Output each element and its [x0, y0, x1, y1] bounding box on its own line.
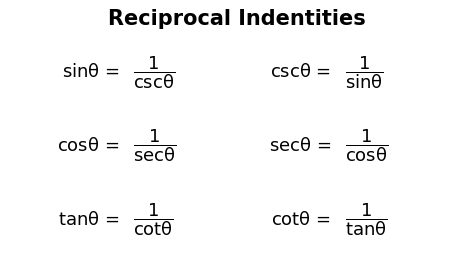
Text: $\dfrac{1}{\mathrm{sin\theta}}$: $\dfrac{1}{\mathrm{sin\theta}}$ — [346, 54, 384, 91]
Text: $\mathrm{cos\theta}$ =: $\mathrm{cos\theta}$ = — [57, 137, 119, 155]
Text: Reciprocal Indentities: Reciprocal Indentities — [108, 9, 366, 29]
Text: $\dfrac{1}{\mathrm{sec\theta}}$: $\dfrac{1}{\mathrm{sec\theta}}$ — [133, 128, 177, 164]
Text: $\dfrac{1}{\mathrm{cot\theta}}$: $\dfrac{1}{\mathrm{cot\theta}}$ — [133, 202, 174, 238]
Text: $\mathrm{sec\theta}$ =: $\mathrm{sec\theta}$ = — [269, 137, 331, 155]
Text: $\mathrm{tan\theta}$ =: $\mathrm{tan\theta}$ = — [58, 211, 119, 229]
Text: $\dfrac{1}{\mathrm{csc\theta}}$: $\dfrac{1}{\mathrm{csc\theta}}$ — [133, 54, 175, 91]
Text: $\dfrac{1}{\mathrm{cos\theta}}$: $\dfrac{1}{\mathrm{cos\theta}}$ — [346, 128, 389, 164]
Text: $\mathrm{sin\theta}$ =: $\mathrm{sin\theta}$ = — [62, 64, 119, 81]
Text: $\mathrm{cot\theta}$ =: $\mathrm{cot\theta}$ = — [272, 211, 331, 229]
Text: $\mathrm{csc\theta}$ =: $\mathrm{csc\theta}$ = — [270, 64, 331, 81]
Text: $\dfrac{1}{\mathrm{tan\theta}}$: $\dfrac{1}{\mathrm{tan\theta}}$ — [346, 202, 388, 238]
